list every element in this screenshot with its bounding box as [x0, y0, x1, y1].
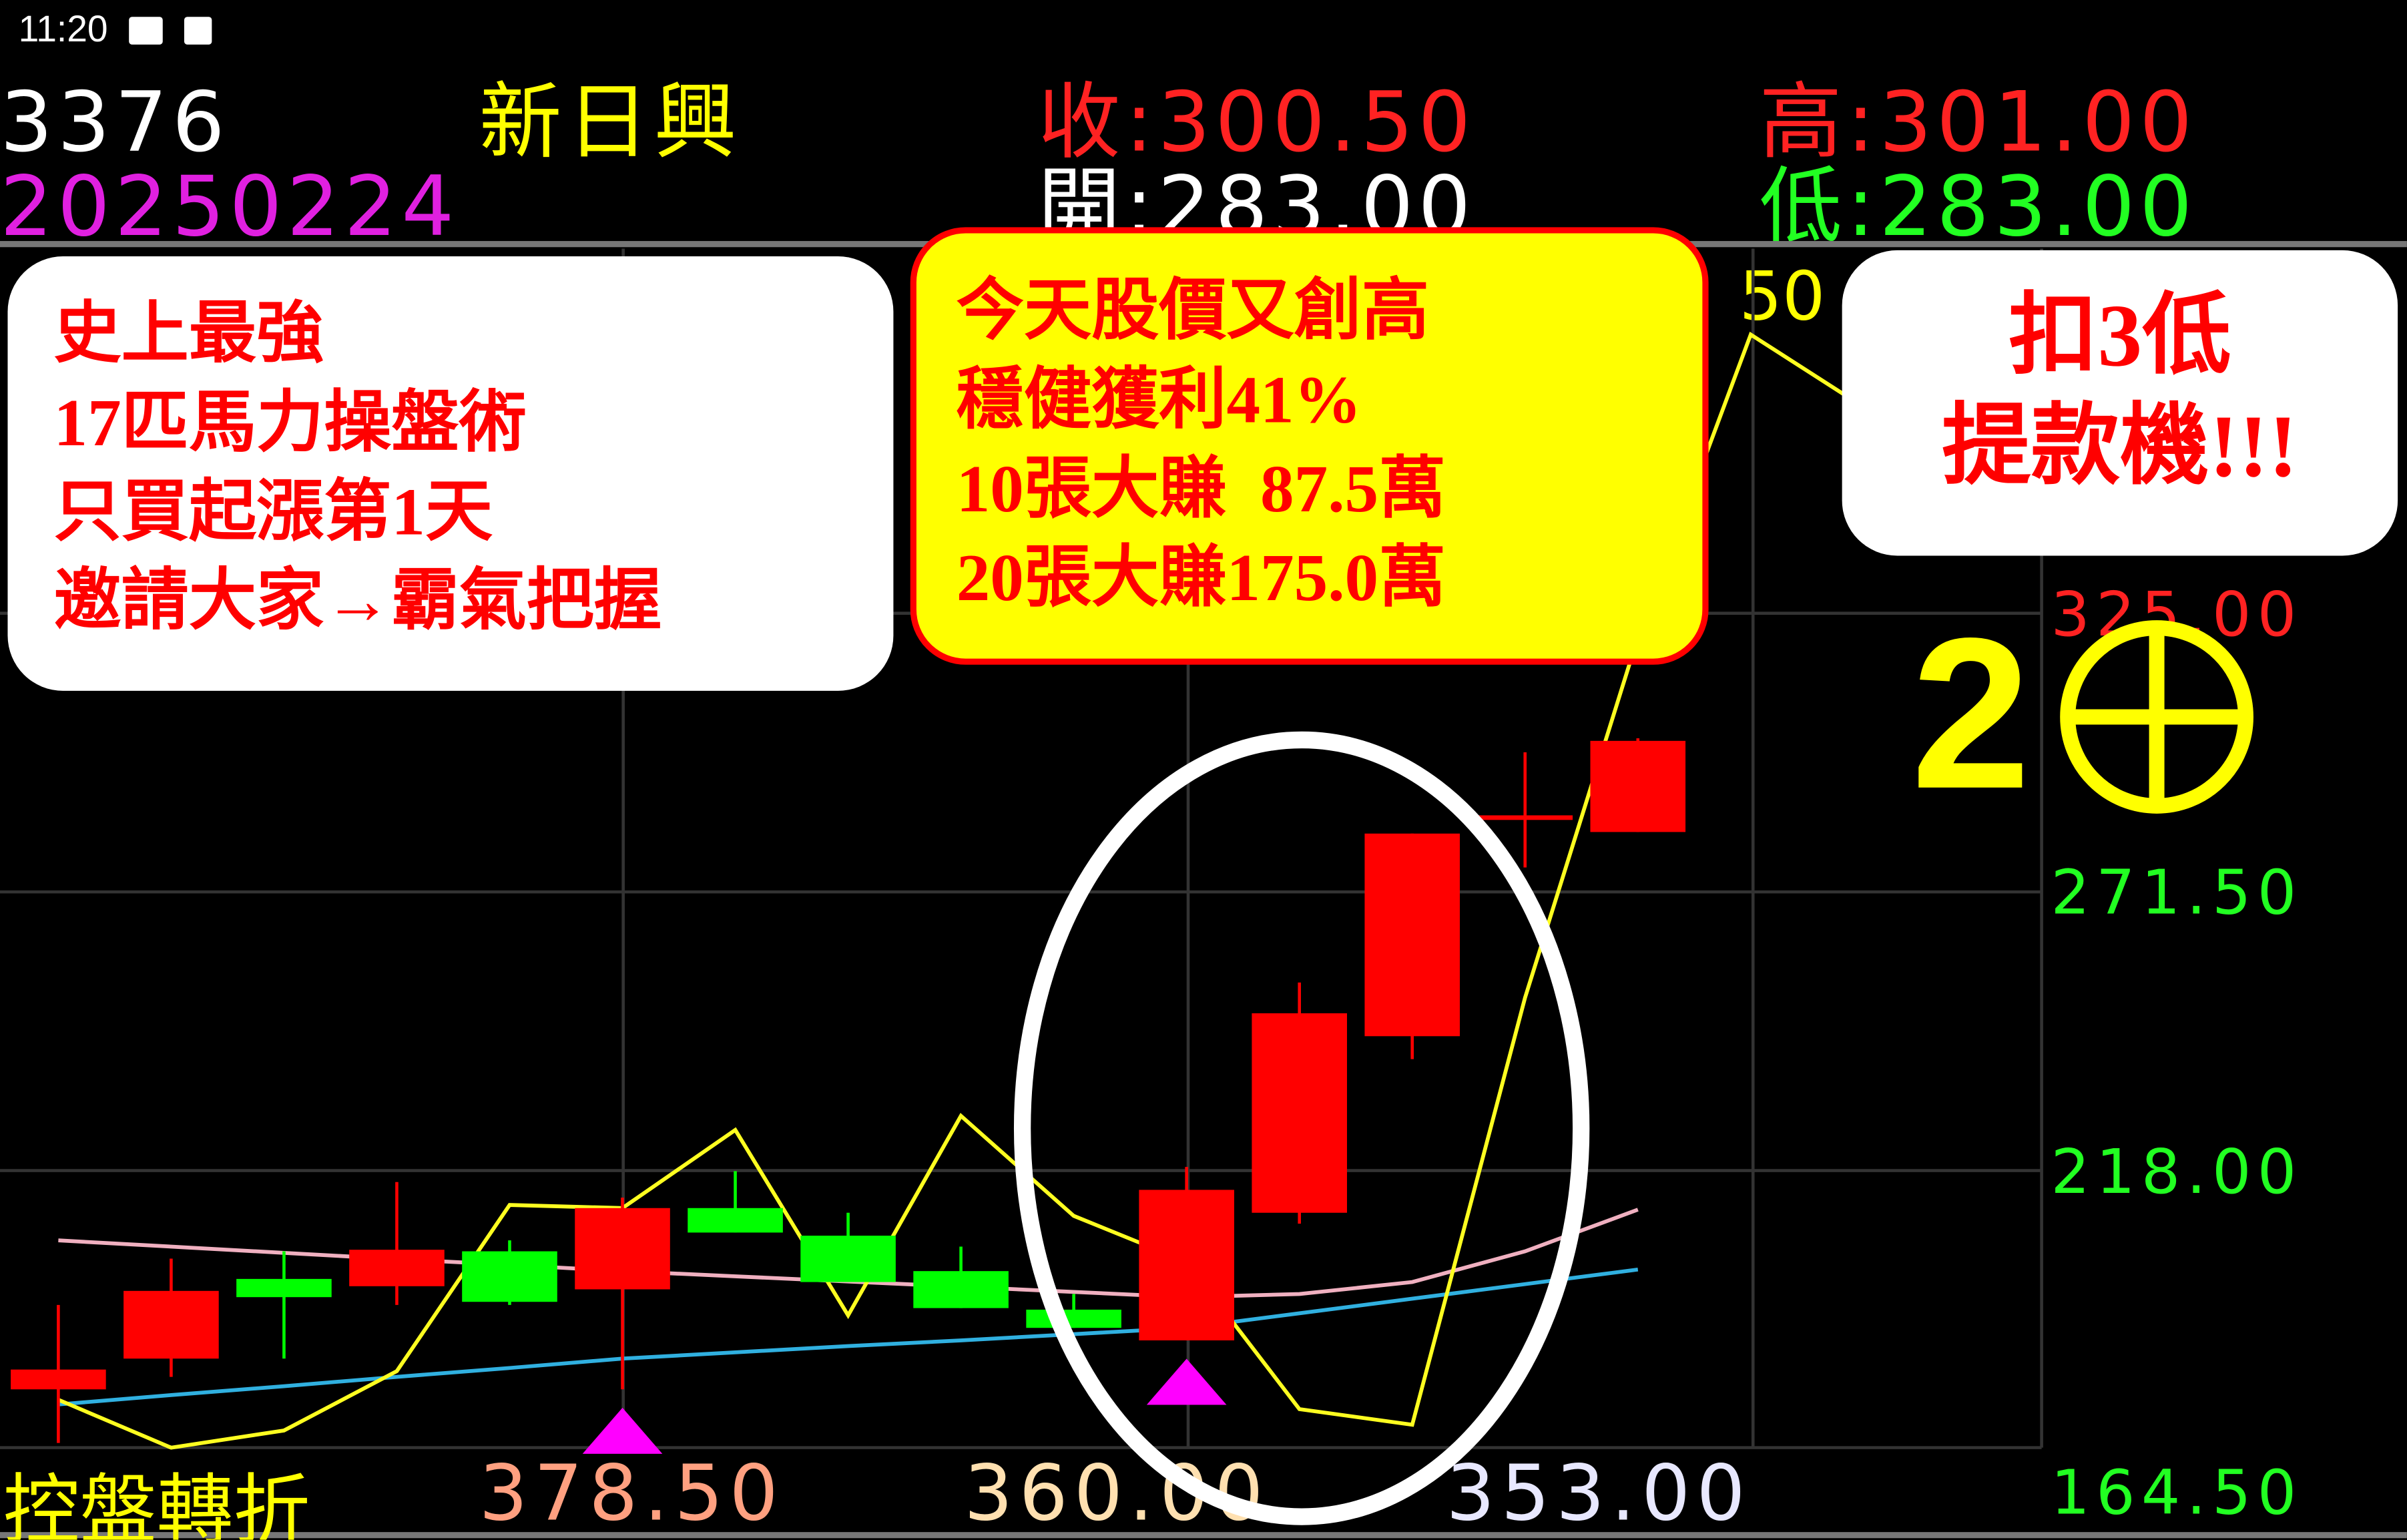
callout-right: 扣3低 提款機!!! [1842, 250, 2398, 556]
font-icon [184, 17, 213, 45]
candle-body [1139, 1190, 1234, 1340]
candle-body [800, 1236, 896, 1282]
callout-line: 只買起漲第1天 [53, 474, 493, 550]
candle-body [1364, 833, 1460, 1037]
y-axis-label: 271.50 [2051, 858, 2303, 929]
callout-line: 邀請大家→霸氣把握 [53, 563, 662, 639]
bottom-indicator-label: 控盤轉折 [3, 1466, 310, 1540]
candle-body [913, 1271, 1009, 1308]
signal-triangle [582, 1407, 663, 1454]
y-axis-label: 164.50 [2051, 1458, 2303, 1529]
callout-center: 今天股價又創高 穩健獲利41% 10張大賺 87.5萬 20張大賺175.0萬 [910, 227, 1709, 665]
callout-line: 史上最強 [53, 296, 324, 372]
close-price: 收:300.50 [1037, 73, 1476, 171]
callout-line: 20張大賺175.0萬 [956, 540, 1446, 616]
callout-line: 10張大賺 87.5萬 [956, 451, 1446, 527]
candle-body [11, 1369, 106, 1390]
candle-body [688, 1208, 783, 1233]
candle-body [1477, 815, 1573, 820]
candle-body [236, 1278, 332, 1298]
signal-triangle [1146, 1358, 1227, 1405]
clock: 11:20 [18, 9, 108, 51]
y-axis-label: 218.00 [2051, 1137, 2303, 1208]
stock-name: 新日興 [479, 73, 742, 171]
high-price: 高:301.00 [1759, 73, 2197, 171]
callout-left: 史上最強 17匹馬力操盤術 只買起漲第1天 邀請大家→霸氣把握 [7, 256, 894, 691]
callout-line: 今天股價又創高 [956, 273, 1430, 349]
callout-line: 穩健獲利41% [956, 362, 1362, 438]
callout-line: 17匹馬力操盤術 [53, 385, 527, 461]
candle-body [349, 1250, 445, 1286]
candle-body [1590, 740, 1686, 832]
candle-body [462, 1251, 557, 1302]
stock-code: 3376 [0, 73, 230, 171]
candle-body [1026, 1309, 1121, 1328]
low-price: 低:283.00 [1759, 158, 2197, 255]
date: 20250224 [0, 158, 459, 255]
candle-body [123, 1290, 219, 1359]
callout-line: 提款機!!! [1942, 396, 2298, 496]
status-bar: 11:20 [18, 9, 213, 52]
candle-body [575, 1208, 670, 1290]
image-icon [129, 17, 164, 45]
bottom-value: 378.50 [479, 1449, 785, 1539]
candle-body [1252, 1013, 1347, 1213]
callout-line: 扣3低 [2009, 285, 2231, 386]
badge-number: 2 [1911, 592, 2031, 834]
bottom-value: 353.00 [1446, 1449, 1752, 1539]
bottom-value: 360.00 [964, 1449, 1270, 1539]
y-axis-label: 325.00 [2051, 580, 2303, 652]
